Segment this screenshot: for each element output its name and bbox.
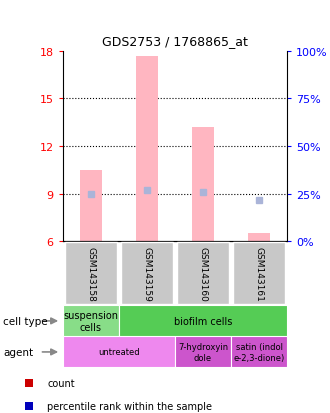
- Text: GSM143159: GSM143159: [142, 246, 151, 301]
- Text: biofilm cells: biofilm cells: [174, 316, 232, 326]
- Bar: [177, 243, 229, 304]
- Bar: [136, 57, 158, 242]
- Text: count: count: [47, 378, 75, 388]
- Text: satin (indol
e-2,3-dione): satin (indol e-2,3-dione): [233, 342, 285, 362]
- Bar: [121, 243, 173, 304]
- Bar: [119, 306, 287, 337]
- Bar: [231, 337, 287, 368]
- Text: agent: agent: [3, 347, 33, 357]
- Text: GSM143161: GSM143161: [254, 246, 264, 301]
- Title: GDS2753 / 1768865_at: GDS2753 / 1768865_at: [102, 35, 248, 47]
- Text: GSM143158: GSM143158: [86, 246, 95, 301]
- Bar: [65, 243, 116, 304]
- Bar: [233, 243, 285, 304]
- Bar: [63, 306, 119, 337]
- Text: cell type: cell type: [3, 316, 48, 326]
- Bar: [248, 234, 270, 242]
- Text: suspension
cells: suspension cells: [63, 310, 118, 332]
- Text: untreated: untreated: [98, 348, 140, 356]
- Bar: [80, 170, 102, 242]
- Bar: [175, 337, 231, 368]
- Bar: [192, 128, 214, 242]
- Text: percentile rank within the sample: percentile rank within the sample: [47, 401, 212, 411]
- Bar: [63, 337, 175, 368]
- Text: 7-hydroxyin
dole: 7-hydroxyin dole: [178, 342, 228, 362]
- Text: GSM143160: GSM143160: [198, 246, 208, 301]
